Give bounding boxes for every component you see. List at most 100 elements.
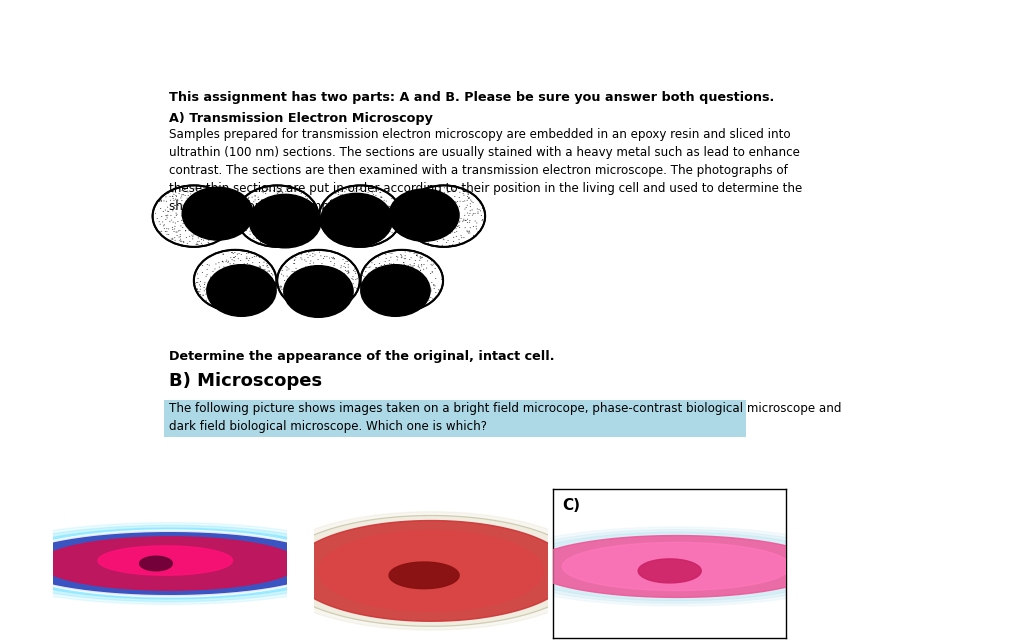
Circle shape xyxy=(273,226,274,227)
Circle shape xyxy=(170,215,171,216)
Polygon shape xyxy=(513,532,840,601)
Circle shape xyxy=(241,270,242,271)
Circle shape xyxy=(394,227,395,228)
Circle shape xyxy=(425,287,426,288)
Circle shape xyxy=(266,286,267,287)
Circle shape xyxy=(181,220,182,221)
Circle shape xyxy=(195,222,197,223)
Circle shape xyxy=(214,284,215,285)
Circle shape xyxy=(344,228,345,229)
Circle shape xyxy=(416,206,417,207)
Circle shape xyxy=(409,285,410,286)
Circle shape xyxy=(248,209,249,210)
Circle shape xyxy=(288,212,290,213)
Circle shape xyxy=(340,201,341,202)
Circle shape xyxy=(227,262,228,263)
Circle shape xyxy=(419,225,420,226)
Circle shape xyxy=(382,269,384,270)
Circle shape xyxy=(456,221,457,222)
Circle shape xyxy=(280,288,281,289)
Circle shape xyxy=(160,224,161,225)
Circle shape xyxy=(468,232,469,233)
Circle shape xyxy=(389,208,390,209)
Circle shape xyxy=(417,288,419,289)
Circle shape xyxy=(204,198,205,199)
Circle shape xyxy=(172,227,173,228)
Circle shape xyxy=(468,197,469,198)
Circle shape xyxy=(348,233,349,234)
Circle shape xyxy=(288,216,289,217)
Circle shape xyxy=(456,236,457,237)
Circle shape xyxy=(248,252,249,253)
Circle shape xyxy=(173,231,174,232)
Circle shape xyxy=(301,293,302,294)
Circle shape xyxy=(257,209,258,210)
Circle shape xyxy=(200,216,201,217)
Circle shape xyxy=(278,193,279,194)
Circle shape xyxy=(245,209,246,211)
Circle shape xyxy=(343,222,345,223)
Circle shape xyxy=(345,278,346,279)
Circle shape xyxy=(394,207,395,209)
Circle shape xyxy=(329,223,330,224)
Circle shape xyxy=(187,195,188,196)
Circle shape xyxy=(456,228,457,229)
Circle shape xyxy=(337,233,338,234)
Circle shape xyxy=(409,209,410,211)
Circle shape xyxy=(212,233,213,234)
Circle shape xyxy=(258,230,259,231)
Circle shape xyxy=(194,197,195,198)
Circle shape xyxy=(177,205,178,206)
Circle shape xyxy=(308,207,309,208)
Circle shape xyxy=(281,238,282,239)
Circle shape xyxy=(197,221,198,222)
Circle shape xyxy=(376,267,377,268)
Circle shape xyxy=(406,220,407,221)
Circle shape xyxy=(247,274,248,276)
Circle shape xyxy=(222,261,224,262)
Circle shape xyxy=(350,221,351,222)
Circle shape xyxy=(183,220,184,221)
Circle shape xyxy=(434,197,435,198)
Circle shape xyxy=(389,268,391,269)
Circle shape xyxy=(260,242,261,243)
Polygon shape xyxy=(14,531,326,596)
Circle shape xyxy=(222,201,223,202)
Circle shape xyxy=(297,293,298,294)
Circle shape xyxy=(339,285,341,286)
Circle shape xyxy=(268,271,269,272)
Circle shape xyxy=(410,230,411,231)
Circle shape xyxy=(381,197,382,198)
Circle shape xyxy=(376,290,377,291)
Circle shape xyxy=(284,239,285,240)
Polygon shape xyxy=(501,529,852,603)
Circle shape xyxy=(207,274,208,275)
Circle shape xyxy=(342,207,343,208)
Circle shape xyxy=(419,232,421,233)
Circle shape xyxy=(455,219,456,220)
Circle shape xyxy=(332,229,333,230)
Circle shape xyxy=(414,213,415,214)
Circle shape xyxy=(413,278,414,279)
Circle shape xyxy=(453,225,454,226)
Circle shape xyxy=(255,285,256,286)
Circle shape xyxy=(165,231,166,232)
Circle shape xyxy=(340,240,341,241)
Circle shape xyxy=(343,221,344,222)
Circle shape xyxy=(335,198,336,199)
Circle shape xyxy=(416,274,417,276)
Circle shape xyxy=(297,233,298,234)
Circle shape xyxy=(424,278,426,279)
Circle shape xyxy=(228,295,229,296)
Circle shape xyxy=(454,205,455,206)
Circle shape xyxy=(428,300,429,301)
Circle shape xyxy=(408,265,409,266)
Circle shape xyxy=(249,258,250,259)
Circle shape xyxy=(343,238,344,239)
Text: B): B) xyxy=(324,498,342,513)
Circle shape xyxy=(287,267,288,268)
Circle shape xyxy=(217,222,218,223)
Circle shape xyxy=(423,199,424,200)
Circle shape xyxy=(282,270,283,271)
Circle shape xyxy=(266,230,268,231)
